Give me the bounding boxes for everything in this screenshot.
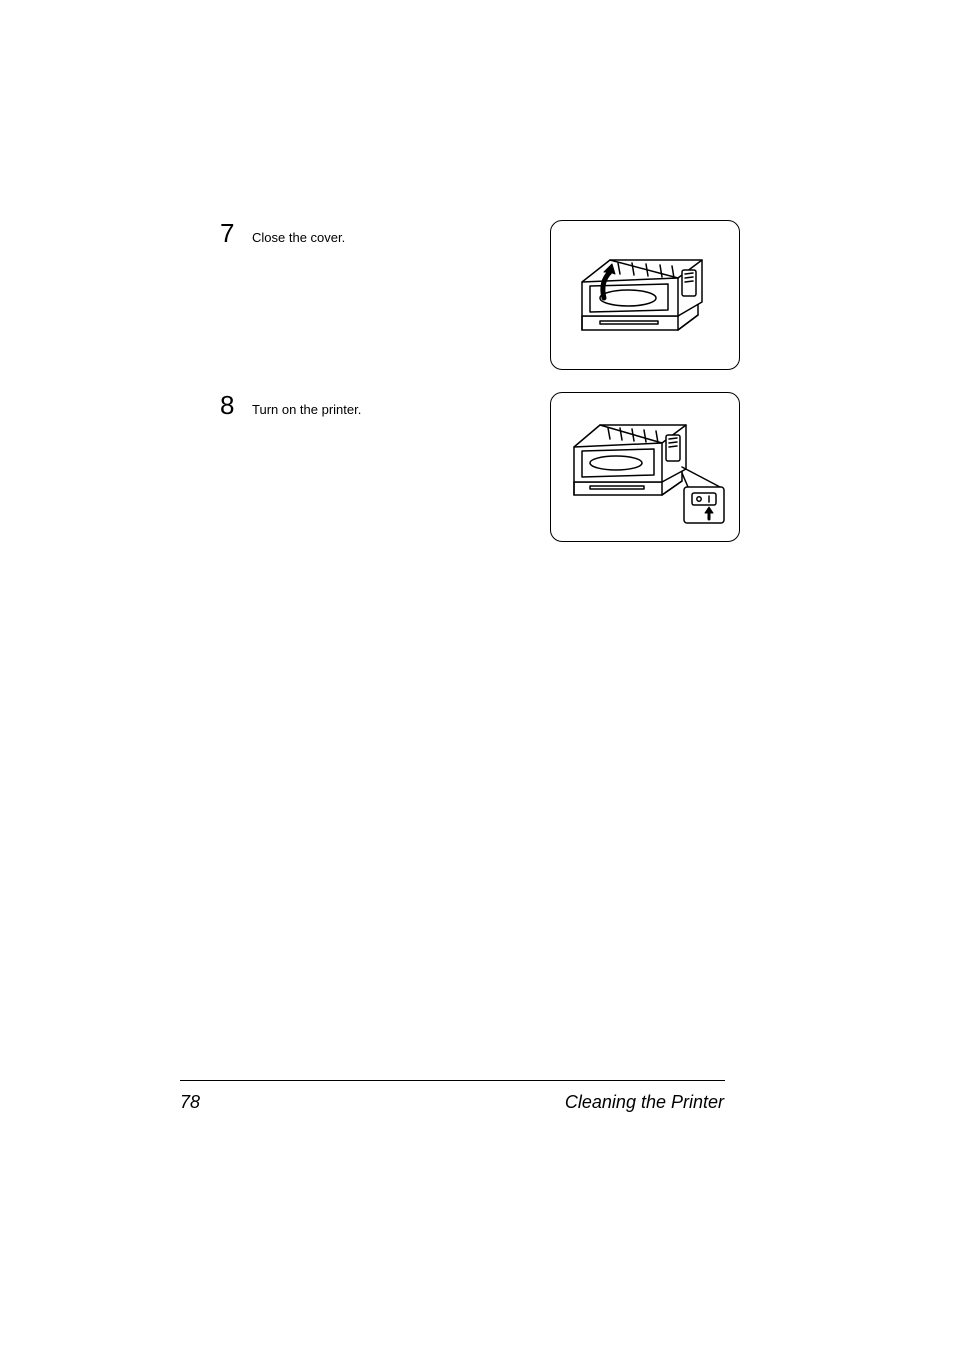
step-8-text: Turn on the printer. xyxy=(252,392,550,418)
footer-rule xyxy=(180,1080,725,1081)
step-7-text: Close the cover. xyxy=(252,220,550,246)
step-7: 7 Close the cover. xyxy=(220,220,740,370)
step-7-illustration xyxy=(550,220,740,370)
step-8-number: 8 xyxy=(220,392,240,418)
printer-power-on-icon xyxy=(560,397,730,537)
content-area: 7 Close the cover. xyxy=(220,220,740,542)
step-8-illustration xyxy=(550,392,740,542)
page-number: 78 xyxy=(180,1092,200,1113)
manual-page: 7 Close the cover. xyxy=(0,0,954,1351)
step-8: 8 Turn on the printer. xyxy=(220,392,740,542)
step-7-number: 7 xyxy=(220,220,240,246)
footer-title: Cleaning the Printer xyxy=(565,1092,724,1113)
printer-close-cover-icon xyxy=(560,230,730,360)
